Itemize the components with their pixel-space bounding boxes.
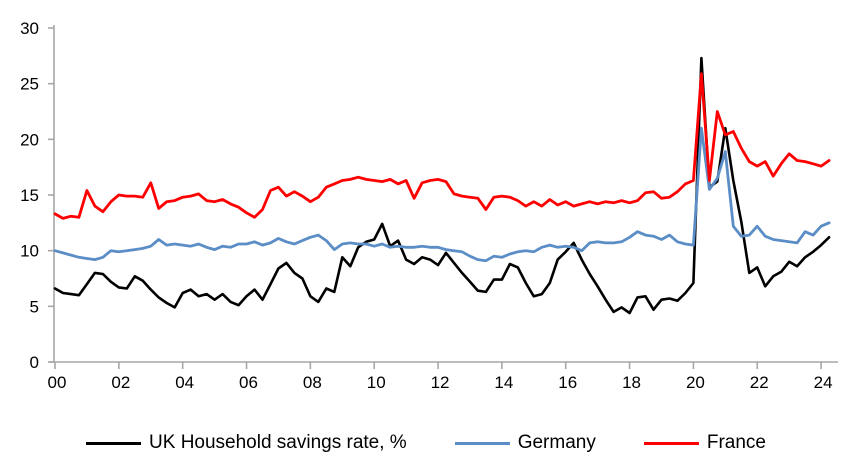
x-tick-label: 16 — [558, 373, 577, 392]
x-tick-label: 20 — [686, 373, 705, 392]
series-line-germany — [53, 126, 831, 263]
chart-legend: UK Household savings rate, % Germany Fra… — [0, 432, 852, 454]
axes — [50, 25, 838, 363]
x-tick-label: 10 — [367, 373, 386, 392]
tick-labels: 0 5 10 15 20 25 30 00 02 04 06 08 10 12 14 16 18 20 22 24 — [20, 19, 832, 392]
x-tick-label: 00 — [48, 373, 67, 392]
x-tick-label: 22 — [750, 373, 769, 392]
x-tick-label: 14 — [494, 373, 513, 392]
y-tick-label: 20 — [20, 130, 39, 149]
y-tick-label: 5 — [30, 297, 39, 316]
y-tick-label: 0 — [30, 353, 39, 372]
y-tick-label: 25 — [20, 75, 39, 94]
legend-label-germany: Germany — [517, 432, 596, 453]
y-tick-label: 15 — [20, 186, 39, 205]
x-tick-label: 12 — [431, 373, 450, 392]
legend-item-uk: UK Household savings rate, % — [86, 432, 407, 454]
x-tick-label: 04 — [175, 373, 194, 392]
x-tick-label: 18 — [622, 373, 641, 392]
france-line-swatch — [643, 441, 699, 445]
x-tick-label: 06 — [239, 373, 258, 392]
plot-area: 0 5 10 15 20 25 30 00 02 04 06 08 10 12 14 16 18 20 22 24 — [20, 19, 838, 392]
series-line-france — [53, 72, 831, 220]
y-tick-label: 10 — [20, 242, 39, 261]
tick-marks — [48, 27, 822, 369]
legend-label-uk: UK Household savings rate, % — [149, 432, 407, 453]
legend-label-france: France — [706, 432, 766, 453]
x-tick-label: 08 — [303, 373, 322, 392]
germany-line-swatch — [454, 441, 510, 445]
uk-line-swatch — [86, 441, 142, 445]
x-tick-label: 24 — [814, 373, 833, 392]
x-tick-label: 02 — [111, 373, 130, 392]
series-lines — [53, 56, 831, 315]
legend-item-france: France — [643, 432, 766, 454]
legend-item-germany: Germany — [454, 432, 596, 454]
y-tick-label: 30 — [20, 19, 39, 38]
